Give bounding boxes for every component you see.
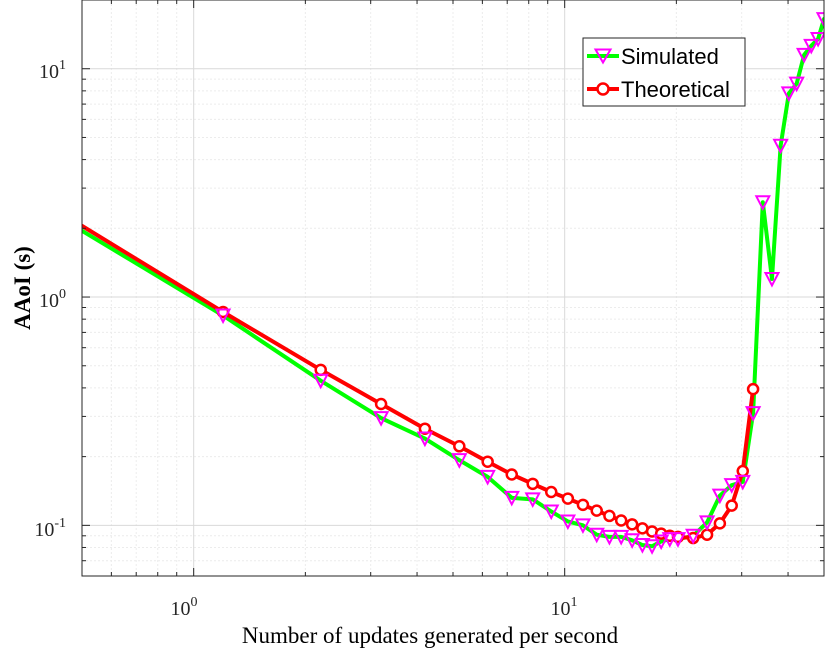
y-tick-label: 10-1 <box>34 516 66 541</box>
data-point-marker <box>418 422 432 435</box>
data-point-marker <box>685 528 702 545</box>
x-axis-title: Number of updates generated per second <box>242 623 619 648</box>
data-point-marker <box>669 532 687 548</box>
data-point-marker <box>754 195 771 211</box>
data-point-marker <box>524 492 541 509</box>
data-point-marker <box>809 31 824 48</box>
legend-entry-simulated: Simulated <box>587 44 719 69</box>
data-point-marker <box>576 498 590 512</box>
data-point-marker <box>590 504 603 517</box>
data-point-marker <box>744 406 762 422</box>
data-point-marker <box>374 397 388 411</box>
svg-text:101: 101 <box>39 58 66 83</box>
data-point-marker <box>725 499 738 512</box>
data-point-marker <box>312 373 329 390</box>
data-point-marker <box>561 492 575 505</box>
legend-marker-triangle-down <box>593 48 613 65</box>
data-point-marker <box>543 504 560 521</box>
data-point-marker <box>574 518 592 535</box>
data-point-marker <box>603 509 616 523</box>
data-point-marker <box>372 411 390 427</box>
y-tick-label: 101 <box>39 58 66 83</box>
data-point-marker <box>803 38 820 55</box>
data-point-marker <box>700 528 714 541</box>
svg-text:101: 101 <box>551 595 578 620</box>
data-point-marker <box>795 47 813 64</box>
x-tick-label: 100 <box>171 595 198 620</box>
data-point-marker <box>613 529 630 546</box>
y-tick-label: 100 <box>39 287 66 312</box>
data-point-marker <box>711 488 729 505</box>
legend-entry-theoretical: Theoretical <box>587 77 730 102</box>
data-point-marker <box>653 534 670 551</box>
data-point-marker <box>643 539 661 555</box>
data-point-marker <box>505 468 519 481</box>
svg-text:100: 100 <box>171 595 198 620</box>
x-tick-label: 101 <box>551 595 578 620</box>
data-point-marker <box>559 514 577 531</box>
axis-ticks <box>81 0 825 577</box>
data-point-marker <box>625 518 639 531</box>
data-point-marker <box>723 478 740 494</box>
legend-marker-circle <box>596 82 610 96</box>
series-markers-theoretical <box>216 305 760 545</box>
data-point-marker <box>451 453 468 469</box>
svg-text:100: 100 <box>39 287 66 312</box>
data-point-marker <box>214 308 232 325</box>
legend-label-simulated: Simulated <box>621 44 719 69</box>
data-point-marker <box>763 271 781 288</box>
legend: Simulated Theoretical <box>582 37 746 107</box>
data-point-marker <box>481 455 494 468</box>
data-point-marker <box>734 474 751 491</box>
data-point-marker <box>623 533 641 549</box>
data-point-marker <box>736 464 750 478</box>
data-point-marker <box>614 514 628 527</box>
data-point-marker <box>314 363 327 377</box>
data-point-marker <box>453 440 466 453</box>
data-point-marker <box>588 527 605 544</box>
data-point-marker <box>772 138 789 155</box>
data-point-marker <box>503 490 520 507</box>
svg-text:10-1: 10-1 <box>34 516 66 541</box>
data-point-marker <box>661 532 678 548</box>
data-point-marker <box>601 529 618 546</box>
data-point-marker <box>788 76 805 93</box>
y-axis-title: AAoI (s) <box>10 246 35 330</box>
minor-grid <box>81 0 825 577</box>
series-markers-simulated <box>214 12 824 555</box>
data-point-marker <box>698 515 716 532</box>
data-point-marker <box>746 382 760 396</box>
data-point-marker <box>815 12 824 28</box>
data-point-marker <box>416 431 434 448</box>
data-point-marker <box>479 469 496 486</box>
data-point-marker <box>713 517 727 530</box>
data-point-marker <box>634 538 651 554</box>
data-point-marker <box>780 86 797 103</box>
legend-label-theoretical: Theoretical <box>621 77 730 102</box>
data-point-marker <box>526 477 539 491</box>
data-point-marker <box>544 485 558 499</box>
series-layer <box>82 12 824 555</box>
